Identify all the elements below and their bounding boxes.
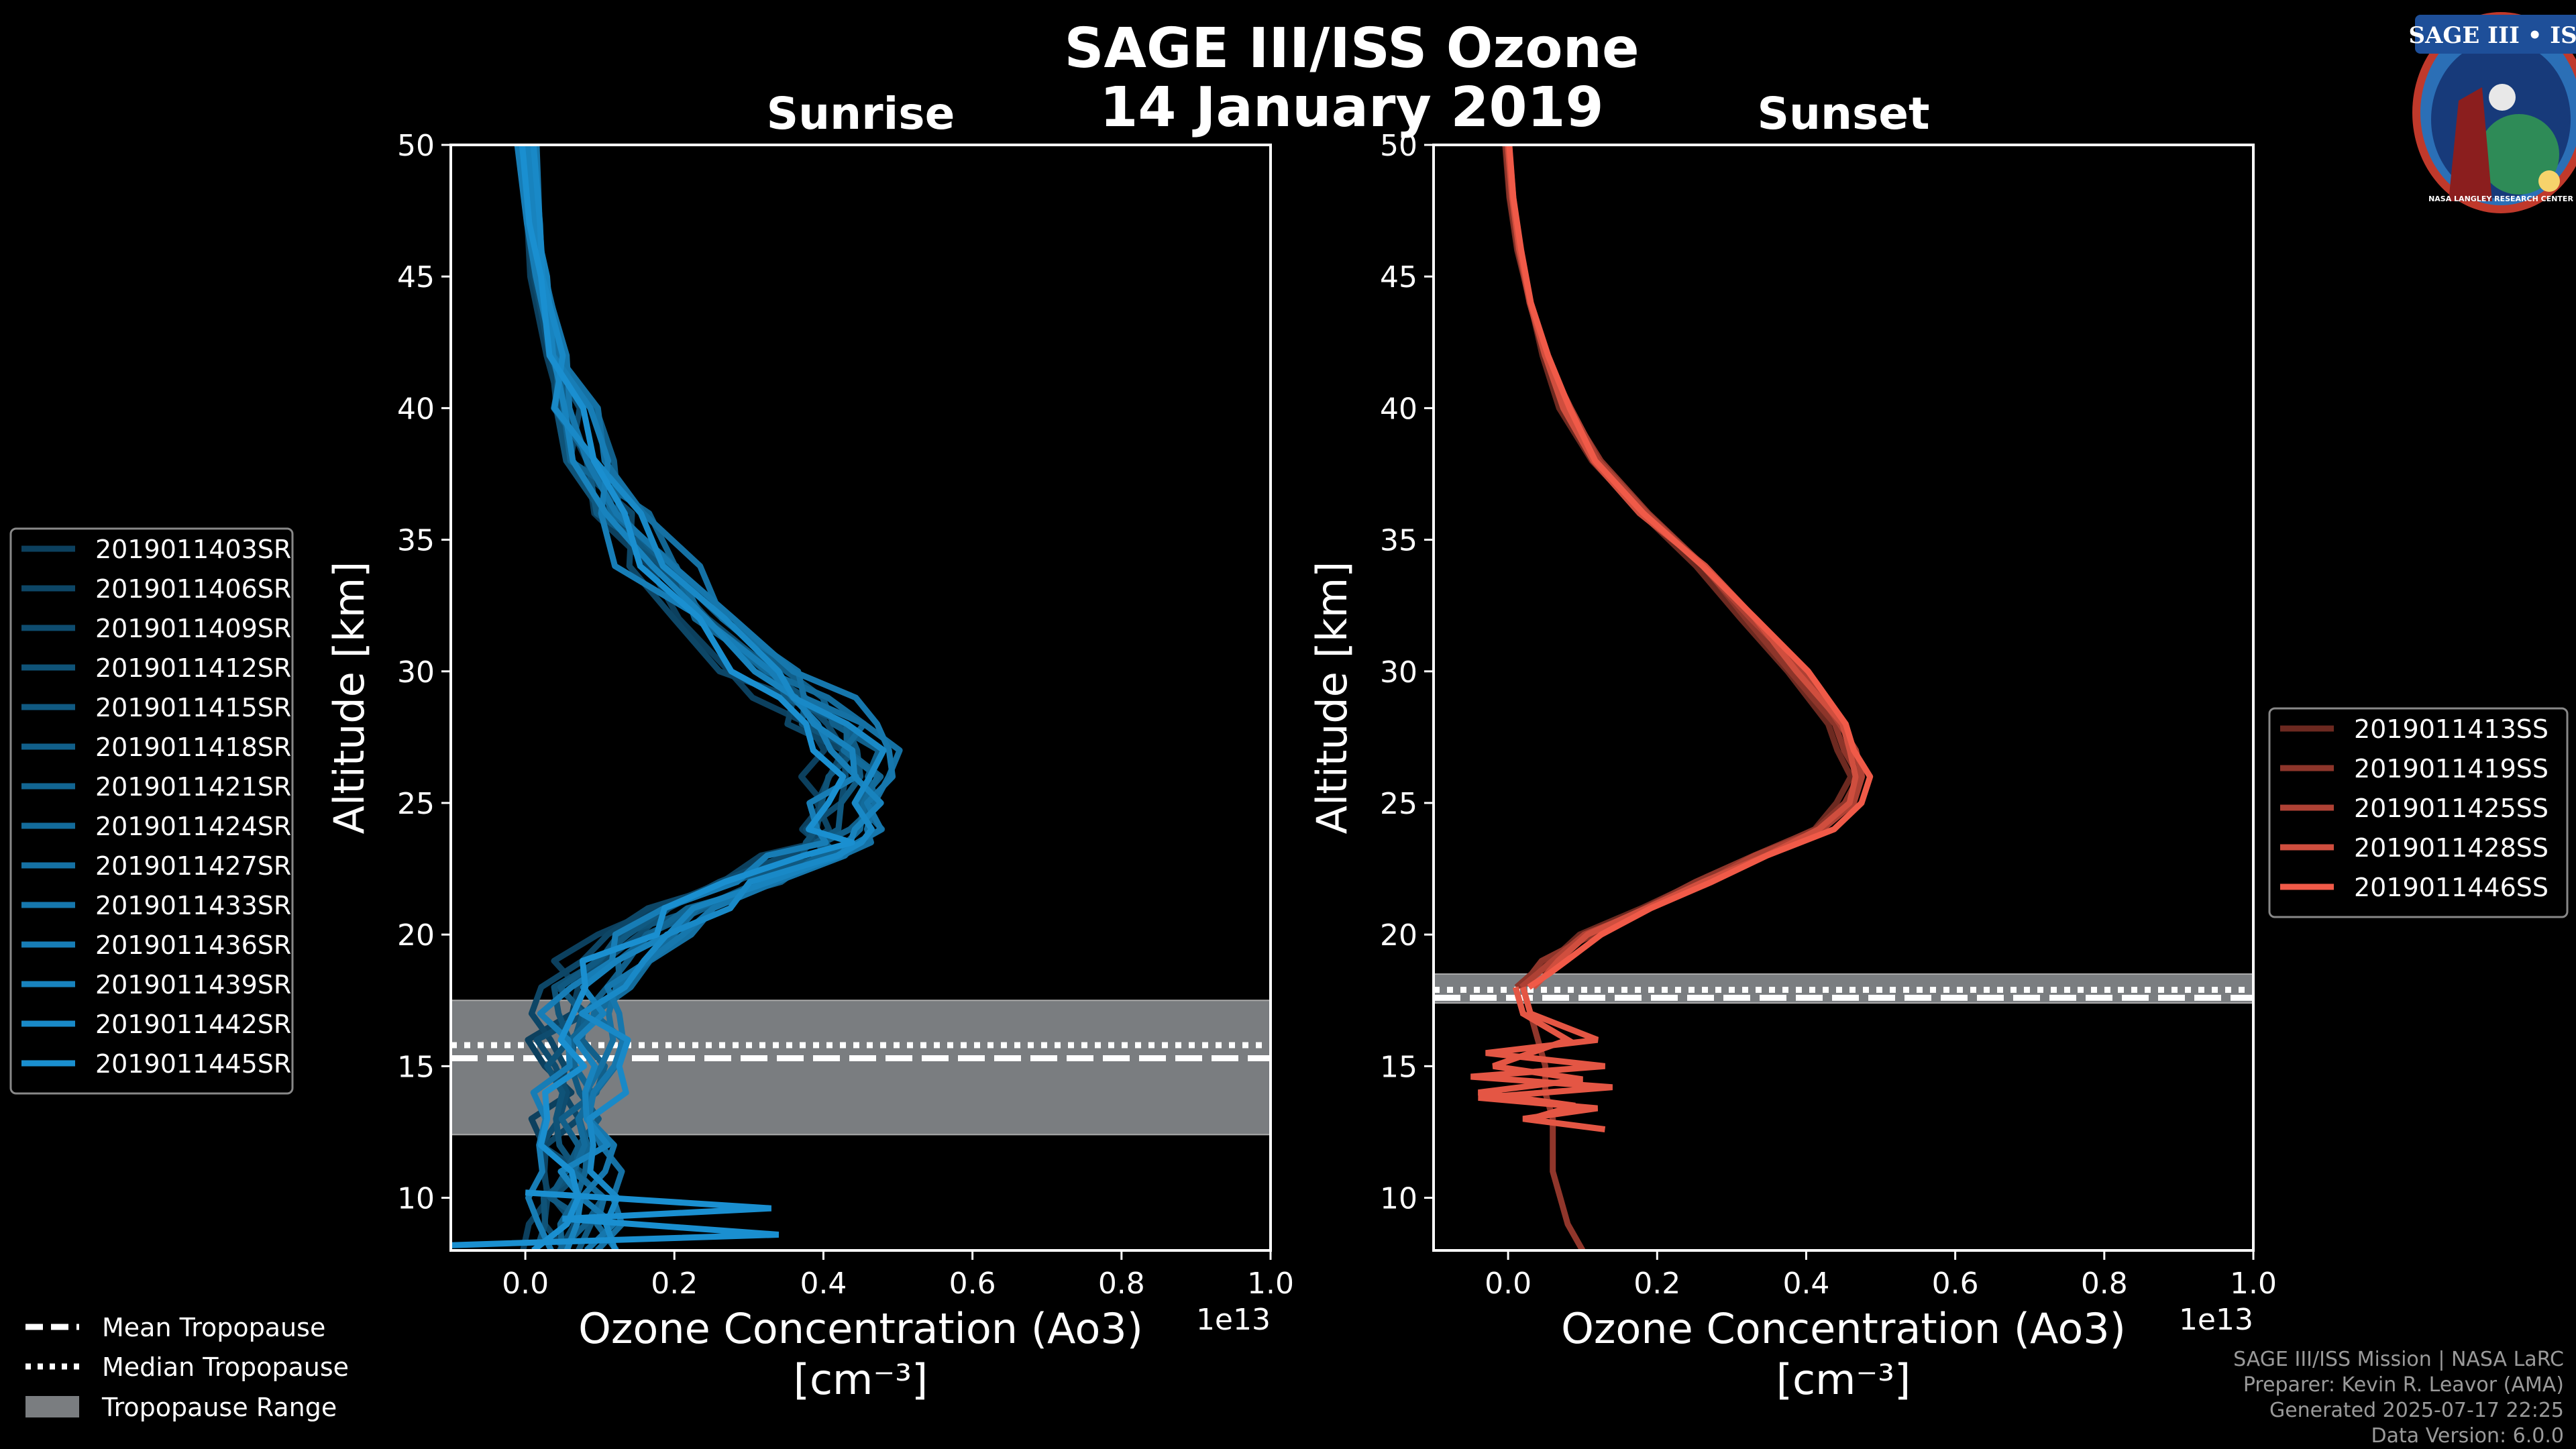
mean-tropopause-label: Mean Tropopause: [102, 1313, 325, 1342]
logo-ring-text: NASA LANGLEY RESEARCH CENTER: [2428, 195, 2573, 203]
panel-title: Sunrise: [767, 88, 955, 140]
credit-line-generated: Generated 2025-07-17 22:25: [2269, 1399, 2564, 1422]
y-tick-label: 35: [1380, 524, 1417, 558]
y-tick-label: 45: [397, 260, 435, 294]
x-tick-label: 0.4: [1782, 1267, 1829, 1301]
x-offset-label: 1e13: [1196, 1303, 1271, 1337]
sunrise-legend: 2019011403SR 2019011406SR 2019011409SR 2019…: [9, 527, 294, 1095]
tropopause-legend: Mean Tropopause Median Tropopause Tropop…: [25, 1313, 349, 1422]
panel-title: Sunset: [1757, 88, 1929, 140]
y-tick-label: 40: [397, 392, 435, 426]
profile-low-altitude: [1519, 986, 1586, 1250]
y-axis-label: Altitude [km]: [325, 561, 374, 835]
x-axis-label-units: [cm⁻³]: [794, 1355, 928, 1404]
legend-entry-2019011406SR: 2019011406SR: [95, 574, 291, 604]
legend-entry-2019011418SR: 2019011418SR: [95, 733, 291, 762]
profile-low-altitude: [1470, 986, 1613, 1132]
sage-mission-logo: SAGE III • ISS NASA LANGLEY RESEARCH CEN…: [2408, 12, 2576, 213]
legend-box: [9, 527, 294, 1095]
logo-title: SAGE III • ISS: [2408, 22, 2576, 49]
x-tick-label: 0.6: [949, 1267, 996, 1301]
y-axis-label: Altitude [km]: [1307, 561, 1356, 835]
y-tick-label: 10: [397, 1182, 435, 1216]
x-offset-label: 1e13: [2179, 1303, 2253, 1337]
profile-lines: [451, 145, 903, 1250]
x-tick-label: 0.8: [1098, 1267, 1145, 1301]
profile-series-2019011412SR: [520, 145, 859, 1250]
tropopause-range-swatch: [25, 1396, 79, 1417]
x-tick-label: 0.2: [1633, 1267, 1680, 1301]
sunrise-panel: 0.0 0.2 0.4 0.6 0.8 1.0 10 15 20 25 30 35 40 45 50 Sunr…: [325, 88, 1294, 1404]
x-tick-label: 0.2: [651, 1267, 698, 1301]
credit-line-mission: SAGE III/ISS Mission | NASA LaRC: [2233, 1348, 2564, 1371]
x-tick-label: 0.4: [800, 1267, 847, 1301]
legend-entry-2019011428SS: 2019011428SS: [2354, 833, 2548, 863]
x-axis-label: Ozone Concentration (Ao3): [1561, 1304, 2126, 1353]
tropopause-range-label: Tropopause Range: [101, 1393, 337, 1422]
x-tick-label: 0.0: [502, 1267, 549, 1301]
plot-frame: [449, 144, 1272, 1252]
legend-entry-2019011427SR: 2019011427SR: [95, 851, 291, 881]
legend-entry-2019011445SR: 2019011445SR: [95, 1049, 291, 1079]
x-axis-label-units: [cm⁻³]: [1776, 1355, 1911, 1404]
legend-entry-2019011419SS: 2019011419SS: [2354, 754, 2548, 784]
profile-series-2019011445SR: [519, 145, 855, 1250]
x-tick-label: 0.6: [1932, 1267, 1979, 1301]
legend-entry-2019011421SR: 2019011421SR: [95, 772, 291, 802]
profile-series-2019011446SS: [1506, 145, 1874, 990]
legend-entry-2019011403SR: 2019011403SR: [95, 535, 291, 564]
legend-entry-2019011409SR: 2019011409SR: [95, 614, 291, 643]
legend-entry-2019011425SS: 2019011425SS: [2354, 794, 2548, 823]
credit-line-version: Data Version: 6.0.0: [2371, 1424, 2564, 1448]
profile-lines: [1470, 145, 1874, 1250]
legend-entry-2019011442SR: 2019011442SR: [95, 1010, 291, 1039]
y-tick-label: 45: [1380, 260, 1417, 294]
y-tick-label: 25: [397, 787, 435, 821]
legend-entry-2019011415SR: 2019011415SR: [95, 693, 291, 722]
y-tick-label: 40: [1380, 392, 1417, 426]
x-tick-label: 0.8: [2081, 1267, 2128, 1301]
median-tropopause-label: Median Tropopause: [102, 1352, 349, 1382]
astronomer-figure-icon: [2449, 87, 2492, 201]
moon-icon: [2489, 84, 2516, 111]
legend-entry-2019011446SS: 2019011446SS: [2354, 873, 2548, 902]
legend-box: [2268, 707, 2569, 918]
y-tick-label: 50: [1380, 129, 1417, 163]
legend-entry-2019011424SR: 2019011424SR: [95, 812, 291, 841]
x-tick-label: 1.0: [2230, 1267, 2277, 1301]
plot-frame: [1432, 144, 2255, 1252]
earth-icon: [2479, 114, 2559, 195]
legend-entry-2019011436SR: 2019011436SR: [95, 930, 291, 960]
legend-entry-2019011413SS: 2019011413SS: [2354, 714, 2548, 744]
credit-line-preparer: Preparer: Kevin R. Leavor (AMA): [2243, 1373, 2564, 1397]
figure-title-line1: SAGE III/ISS Ozone: [1064, 17, 1639, 80]
y-tick-label: 20: [1380, 918, 1417, 953]
y-tick-label: 20: [397, 918, 435, 953]
legend-entry-2019011412SR: 2019011412SR: [95, 653, 291, 683]
y-tick-label: 10: [1380, 1182, 1417, 1216]
sunset-legend: 2019011413SS 2019011419SS 2019011425SS 2019…: [2268, 707, 2569, 918]
sun-icon: [2538, 170, 2560, 192]
y-tick-label: 30: [1380, 655, 1417, 690]
y-tick-label: 15: [1380, 1050, 1417, 1084]
x-axis-label: Ozone Concentration (Ao3): [578, 1304, 1143, 1353]
figure-title-line2: 14 January 2019: [1099, 76, 1603, 140]
legend-entry-2019011439SR: 2019011439SR: [95, 970, 291, 1000]
y-tick-label: 15: [397, 1050, 435, 1084]
profile-outlier: [451, 1189, 780, 1248]
x-tick-label: 1.0: [1247, 1267, 1294, 1301]
y-tick-label: 35: [397, 524, 435, 558]
x-tick-label: 0.0: [1485, 1267, 1532, 1301]
y-tick-label: 25: [1380, 787, 1417, 821]
credits: SAGE III/ISS Mission | NASA LaRC Prepare…: [2233, 1348, 2564, 1448]
y-tick-label: 30: [397, 655, 435, 690]
profile-series-2019011442SR: [530, 145, 887, 1250]
y-tick-label: 50: [397, 129, 435, 163]
profile-low-altitude: [1478, 986, 1583, 1122]
sunset-panel: 0.0 0.2 0.4 0.6 0.8 1.0 10 15 20 25 30 35 40 45 50 Suns…: [1307, 88, 2277, 1404]
legend-entry-2019011433SR: 2019011433SR: [95, 891, 291, 920]
